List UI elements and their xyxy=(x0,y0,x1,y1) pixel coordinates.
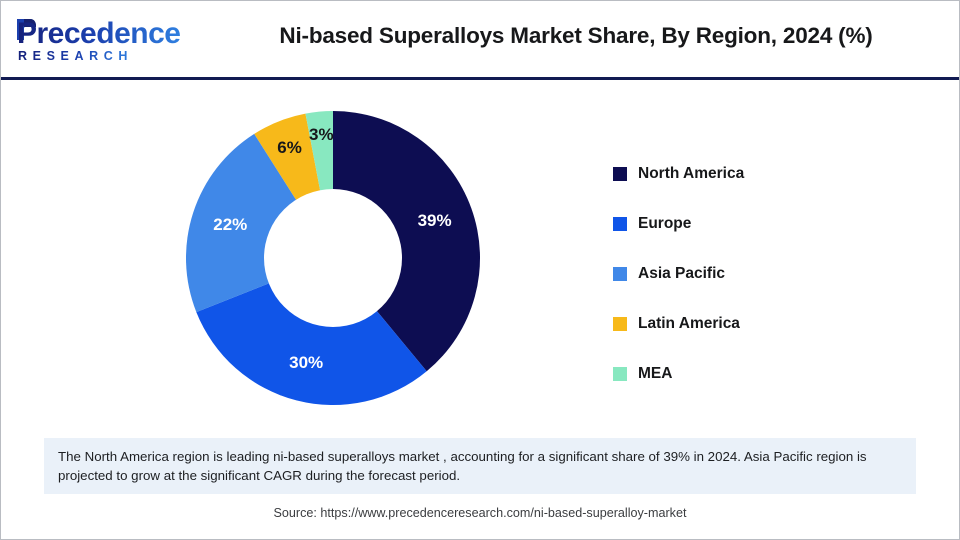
chart-plot-area: 39% 30% 22% 6% 3% North America Europe Asia Pa… xyxy=(1,79,959,429)
legend-swatch-icon xyxy=(613,317,627,331)
slice-data-label: 30% xyxy=(289,352,324,372)
donut-slice[interactable] xyxy=(333,111,481,372)
legend-item-label: North America xyxy=(638,165,745,182)
legend-item[interactable]: Latin America xyxy=(613,299,873,349)
legend-item-label: Europe xyxy=(638,215,692,232)
legend-item-label: Asia Pacific xyxy=(638,265,726,282)
donut-hole xyxy=(264,189,402,327)
logo-wordmark: Precedence xyxy=(17,17,181,50)
slice-data-label: 22% xyxy=(213,214,248,234)
insight-text: The North America region is leading ni-b… xyxy=(58,449,867,483)
source-line: Source: https://www.precedenceresearch.c… xyxy=(273,506,687,520)
legend-item-label: Latin America xyxy=(638,315,740,332)
insight-callout: The North America region is leading ni-b… xyxy=(44,438,916,494)
legend-swatch-icon xyxy=(613,267,627,281)
page-title: Ni-based Superalloys Market Share, By Re… xyxy=(279,23,873,48)
legend-item[interactable]: North America xyxy=(613,149,873,199)
donut-chart: 39% 30% 22% 6% 3% xyxy=(186,111,481,405)
legend-item[interactable]: MEA xyxy=(613,349,873,399)
chart-legend: North America Europe Asia Pacific Latin Ame… xyxy=(613,149,873,399)
header: Precedence RESEARCH Ni-based Superalloys… xyxy=(1,1,959,80)
legend-swatch-icon xyxy=(613,217,627,231)
legend-item[interactable]: Asia Pacific xyxy=(613,249,873,299)
slice-data-label: 3% xyxy=(309,124,334,144)
legend-swatch-icon xyxy=(613,367,627,381)
leaf-mark-icon xyxy=(17,19,36,40)
slice-data-label: 39% xyxy=(417,211,452,231)
donut-svg xyxy=(186,111,481,405)
legend-item[interactable]: Europe xyxy=(613,199,873,249)
donut-slice[interactable] xyxy=(196,258,427,405)
brand-logo: Precedence RESEARCH xyxy=(15,19,181,67)
header-divider xyxy=(1,77,959,80)
legend-item-label: MEA xyxy=(638,365,673,382)
legend-swatch-icon xyxy=(613,167,627,181)
logo-subtitle: RESEARCH xyxy=(18,49,133,63)
slice-data-label: 6% xyxy=(277,138,302,158)
